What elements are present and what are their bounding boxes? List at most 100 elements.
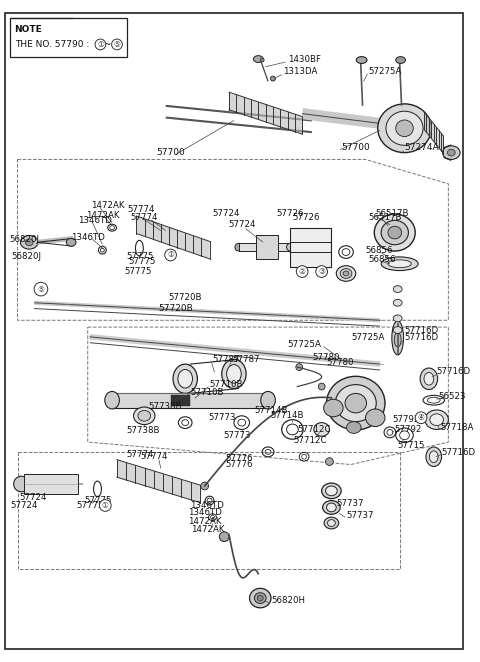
Ellipse shape <box>396 57 406 64</box>
Text: 1472AK: 1472AK <box>85 211 119 220</box>
Ellipse shape <box>356 57 367 64</box>
Text: ①: ① <box>167 250 174 260</box>
Ellipse shape <box>257 595 263 601</box>
Text: 57712C: 57712C <box>293 436 327 445</box>
Text: 56820H: 56820H <box>271 596 305 606</box>
Circle shape <box>112 39 122 50</box>
Ellipse shape <box>21 236 38 249</box>
Text: ③: ③ <box>318 267 325 276</box>
Text: 57710B: 57710B <box>210 380 243 389</box>
Text: 57725A: 57725A <box>351 334 384 342</box>
Bar <box>290 228 331 267</box>
Ellipse shape <box>222 359 246 389</box>
Text: ⑤: ⑤ <box>37 285 44 293</box>
Text: 57787: 57787 <box>213 355 240 363</box>
Ellipse shape <box>227 365 241 383</box>
Text: 57718A: 57718A <box>441 423 474 432</box>
Ellipse shape <box>425 410 448 430</box>
Polygon shape <box>424 112 444 154</box>
Text: 1313DA: 1313DA <box>283 68 317 76</box>
Ellipse shape <box>254 592 266 604</box>
Text: 56856: 56856 <box>365 246 393 255</box>
Text: 57775: 57775 <box>129 258 156 266</box>
Text: 57716D: 57716D <box>405 334 439 342</box>
Bar <box>24 474 78 494</box>
Text: ④: ④ <box>418 413 424 422</box>
Circle shape <box>165 249 177 261</box>
Ellipse shape <box>322 483 341 498</box>
Text: 57700: 57700 <box>156 148 185 157</box>
Text: 1346TD: 1346TD <box>188 508 222 517</box>
Text: 1472AK: 1472AK <box>191 526 224 534</box>
Text: 57780: 57780 <box>312 353 339 362</box>
Ellipse shape <box>173 364 197 393</box>
Text: 57787: 57787 <box>232 355 260 363</box>
Text: 57716D: 57716D <box>437 367 471 377</box>
Text: 57275A: 57275A <box>369 68 402 76</box>
Ellipse shape <box>347 422 361 434</box>
Text: 57714B: 57714B <box>254 406 288 416</box>
Text: 56820J: 56820J <box>10 235 40 244</box>
Ellipse shape <box>345 393 367 413</box>
Text: 57792: 57792 <box>393 415 420 424</box>
Text: 57774: 57774 <box>131 213 158 222</box>
Ellipse shape <box>25 239 33 246</box>
Text: 57775: 57775 <box>76 501 103 510</box>
Ellipse shape <box>388 226 402 239</box>
Bar <box>239 243 290 251</box>
Text: 57726: 57726 <box>292 213 320 222</box>
Ellipse shape <box>424 373 434 385</box>
Text: 57792: 57792 <box>395 425 422 434</box>
Bar <box>170 395 190 406</box>
Circle shape <box>415 412 427 424</box>
Text: 57738B: 57738B <box>148 402 181 410</box>
Text: 57720B: 57720B <box>158 304 193 313</box>
Ellipse shape <box>386 111 423 146</box>
Text: 57774: 57774 <box>127 450 154 459</box>
Polygon shape <box>136 216 210 259</box>
Text: 57724: 57724 <box>228 220 255 229</box>
Ellipse shape <box>318 383 325 390</box>
Ellipse shape <box>365 409 385 426</box>
Ellipse shape <box>138 410 151 421</box>
Ellipse shape <box>260 58 264 62</box>
Circle shape <box>296 265 308 277</box>
Text: 57773: 57773 <box>208 413 236 422</box>
Text: 57776: 57776 <box>225 454 252 463</box>
Ellipse shape <box>235 243 243 251</box>
Text: 57737: 57737 <box>346 510 373 520</box>
Text: 1346TD: 1346TD <box>190 501 224 510</box>
Text: 57774: 57774 <box>128 205 155 214</box>
Text: ①: ① <box>97 40 104 49</box>
Bar <box>10 18 127 57</box>
Ellipse shape <box>343 271 349 276</box>
Ellipse shape <box>105 391 120 409</box>
Ellipse shape <box>340 269 352 278</box>
Ellipse shape <box>392 321 404 355</box>
Ellipse shape <box>447 149 455 156</box>
Text: 1472AK: 1472AK <box>188 516 222 526</box>
Text: 1472AK: 1472AK <box>91 201 124 210</box>
Ellipse shape <box>393 299 402 306</box>
Text: 56523: 56523 <box>439 392 466 401</box>
Text: NOTE: NOTE <box>14 25 42 34</box>
Ellipse shape <box>13 476 29 492</box>
Text: 57775: 57775 <box>127 252 154 261</box>
Ellipse shape <box>324 517 339 529</box>
Text: 57712C: 57712C <box>297 425 331 434</box>
Ellipse shape <box>388 260 411 267</box>
Ellipse shape <box>66 238 76 246</box>
Text: 57775: 57775 <box>125 267 152 276</box>
Ellipse shape <box>430 414 444 426</box>
Text: ⑤: ⑤ <box>114 40 120 49</box>
Polygon shape <box>117 459 200 502</box>
Text: 57715: 57715 <box>398 440 425 449</box>
Text: 57726: 57726 <box>276 209 304 218</box>
Ellipse shape <box>271 76 276 81</box>
Text: 56517B: 56517B <box>369 213 402 222</box>
Text: 57700: 57700 <box>341 143 370 152</box>
Ellipse shape <box>426 447 442 467</box>
Ellipse shape <box>381 257 418 271</box>
Ellipse shape <box>443 146 460 160</box>
Text: 57274A: 57274A <box>405 143 439 152</box>
